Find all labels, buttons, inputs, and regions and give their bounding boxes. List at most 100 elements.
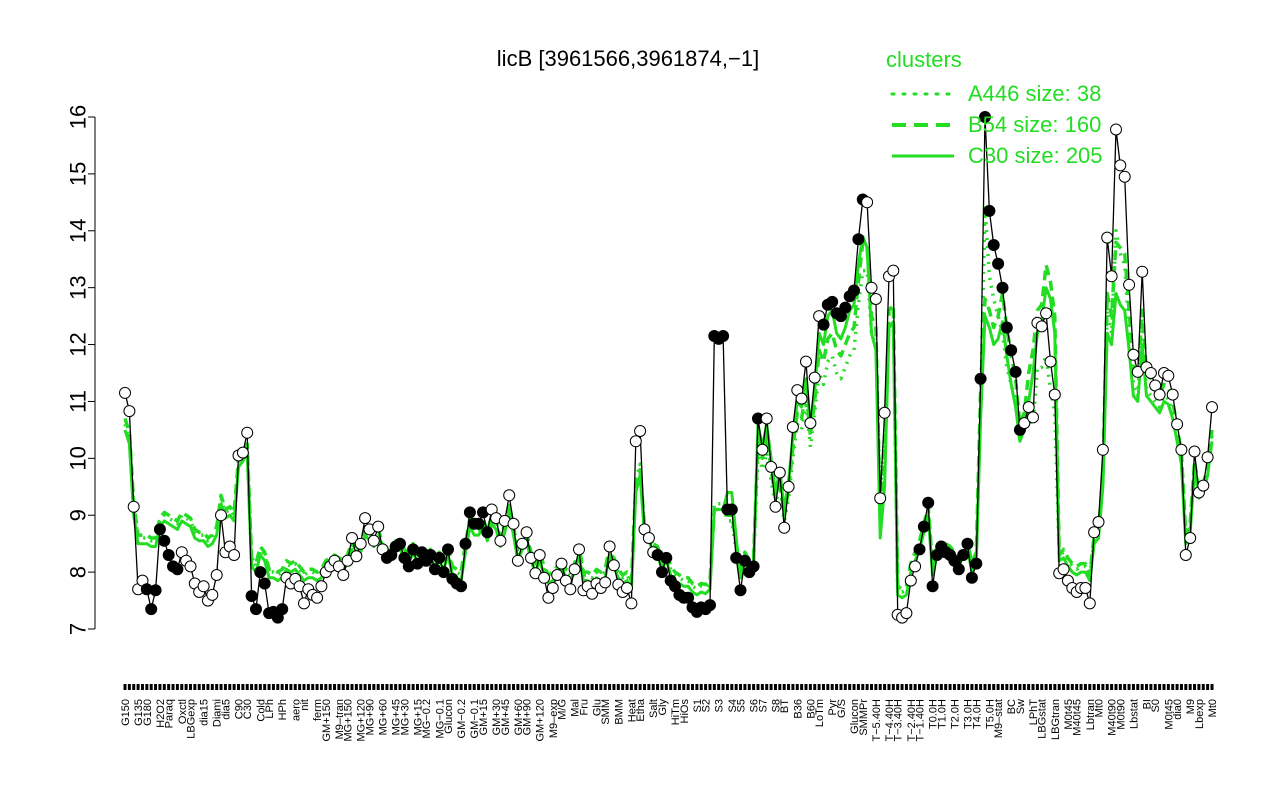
data-point bbox=[433, 551, 446, 564]
data-point bbox=[1057, 563, 1070, 576]
data-point bbox=[149, 584, 162, 597]
x-tick-label: MG+60 bbox=[378, 699, 390, 735]
data-point bbox=[1088, 526, 1101, 539]
x-tick-label: GM+90 bbox=[522, 699, 534, 735]
cluster-line-solid bbox=[123, 235, 1214, 600]
data-point bbox=[1044, 355, 1057, 368]
data-point bbox=[1101, 231, 1114, 244]
y-tick-label: 16 bbox=[66, 105, 91, 129]
legend-label-c30: C30 size: 205 bbox=[968, 143, 1103, 168]
x-tick-label: LBGexp bbox=[185, 699, 197, 739]
data-point bbox=[704, 599, 716, 612]
x-tick-label: H2O2 bbox=[155, 699, 167, 728]
data-point bbox=[533, 549, 546, 561]
x-tick-label: Oxctl bbox=[177, 699, 189, 724]
x-tick-label: Lbtran bbox=[1085, 699, 1097, 730]
x-tick-label: M9–tran bbox=[334, 699, 346, 739]
x-tick-label: GM−0.2 bbox=[456, 699, 468, 738]
data-point bbox=[983, 204, 996, 217]
x-tick-label: M40t45 bbox=[1072, 699, 1084, 736]
data-point bbox=[922, 496, 935, 509]
x-tick-label: M0t45 bbox=[1063, 699, 1075, 730]
x-tick-label: Lbstat bbox=[1128, 699, 1140, 729]
data-point bbox=[1114, 159, 1127, 172]
data-point bbox=[573, 543, 585, 556]
x-tick-label: Glu bbox=[591, 699, 603, 716]
x-tick-label: ferm bbox=[312, 699, 324, 721]
y-tick-label: 9 bbox=[66, 509, 91, 521]
data-point bbox=[599, 576, 612, 589]
x-tick-label: S5 bbox=[736, 699, 748, 712]
x-tick-label: B60 bbox=[805, 699, 817, 719]
x-tick-label: BMM bbox=[613, 699, 625, 725]
data-point bbox=[878, 406, 891, 419]
data-point bbox=[926, 580, 939, 593]
y-tick-label: 15 bbox=[66, 162, 91, 186]
x-tick-label: LPh bbox=[264, 699, 276, 719]
data-point bbox=[503, 489, 516, 502]
data-point bbox=[481, 526, 494, 539]
data-point bbox=[1035, 320, 1048, 333]
x-tick-label: T5.0H bbox=[984, 699, 996, 729]
x-tick-label: M40t90 bbox=[1107, 699, 1119, 736]
data-point bbox=[625, 597, 638, 610]
chart-title: licB [3961566,3961874,−1] bbox=[497, 46, 759, 71]
data-point bbox=[311, 591, 324, 604]
x-tick-label: G180 bbox=[142, 699, 154, 726]
x-tick-label: M9–stat bbox=[993, 699, 1005, 738]
data-point bbox=[520, 526, 533, 539]
x-tick-label: Cold bbox=[255, 699, 267, 722]
x-tick-label: LPhT bbox=[1028, 699, 1040, 726]
data-point bbox=[747, 560, 760, 573]
y-tick-label: 13 bbox=[66, 275, 91, 299]
data-point bbox=[1136, 265, 1149, 278]
x-tick-label: Diami bbox=[212, 699, 224, 727]
x-tick-label: S7 bbox=[757, 699, 769, 712]
x-tick-label: MG+150 bbox=[343, 699, 355, 742]
x-tick-label: T1.0H bbox=[936, 699, 948, 729]
x-tick-label: nit bbox=[299, 699, 311, 711]
data-point bbox=[1153, 388, 1166, 401]
x-tick-label: dia5 bbox=[220, 699, 232, 720]
x-tick-label: HPh bbox=[277, 699, 289, 720]
x-tick-label: S2 bbox=[701, 699, 713, 712]
data-point bbox=[760, 412, 773, 425]
data-point bbox=[372, 520, 385, 533]
data-point bbox=[1092, 516, 1105, 528]
data-point bbox=[804, 417, 817, 430]
data-point bbox=[459, 537, 472, 550]
data-point bbox=[442, 543, 454, 556]
x-tick-label: G/S bbox=[836, 699, 848, 718]
data-point bbox=[996, 281, 1009, 294]
sample-points bbox=[119, 111, 1218, 624]
data-point bbox=[546, 582, 559, 594]
data-point bbox=[254, 566, 267, 579]
x-tick-label: GM+45 bbox=[500, 699, 512, 735]
data-point bbox=[738, 554, 751, 567]
data-point bbox=[555, 557, 568, 570]
x-tick-label: BT bbox=[779, 699, 791, 713]
x-tick-label: Glucon bbox=[443, 699, 455, 734]
data-point bbox=[917, 520, 930, 533]
x-tick-label: M0t90 bbox=[1115, 699, 1127, 730]
data-point bbox=[656, 566, 668, 579]
x-tick-label: S0 bbox=[1150, 699, 1162, 712]
x-tick-label: LoTm bbox=[814, 699, 826, 727]
x-tick-label: HiOs bbox=[679, 699, 691, 724]
data-point bbox=[1118, 170, 1131, 183]
x-tick-label: M0t45 bbox=[1163, 699, 1175, 730]
x-tick-label: T−5.40H bbox=[871, 699, 883, 742]
data-point bbox=[1184, 532, 1197, 544]
data-point bbox=[913, 543, 926, 556]
data-point bbox=[869, 293, 882, 305]
x-tick-label: aero bbox=[290, 699, 302, 721]
cluster-lines bbox=[123, 206, 1214, 600]
x-tick-label: Glucon bbox=[849, 699, 861, 734]
data-point bbox=[1022, 401, 1035, 414]
x-tick-label: S8 bbox=[770, 699, 782, 712]
data-point bbox=[725, 503, 738, 516]
legend: clusters A446 size: 38 B54 size: 160 C30… bbox=[886, 47, 1103, 168]
data-point bbox=[603, 540, 616, 553]
x-tick-label: M/G bbox=[557, 699, 569, 720]
data-point bbox=[206, 588, 219, 601]
